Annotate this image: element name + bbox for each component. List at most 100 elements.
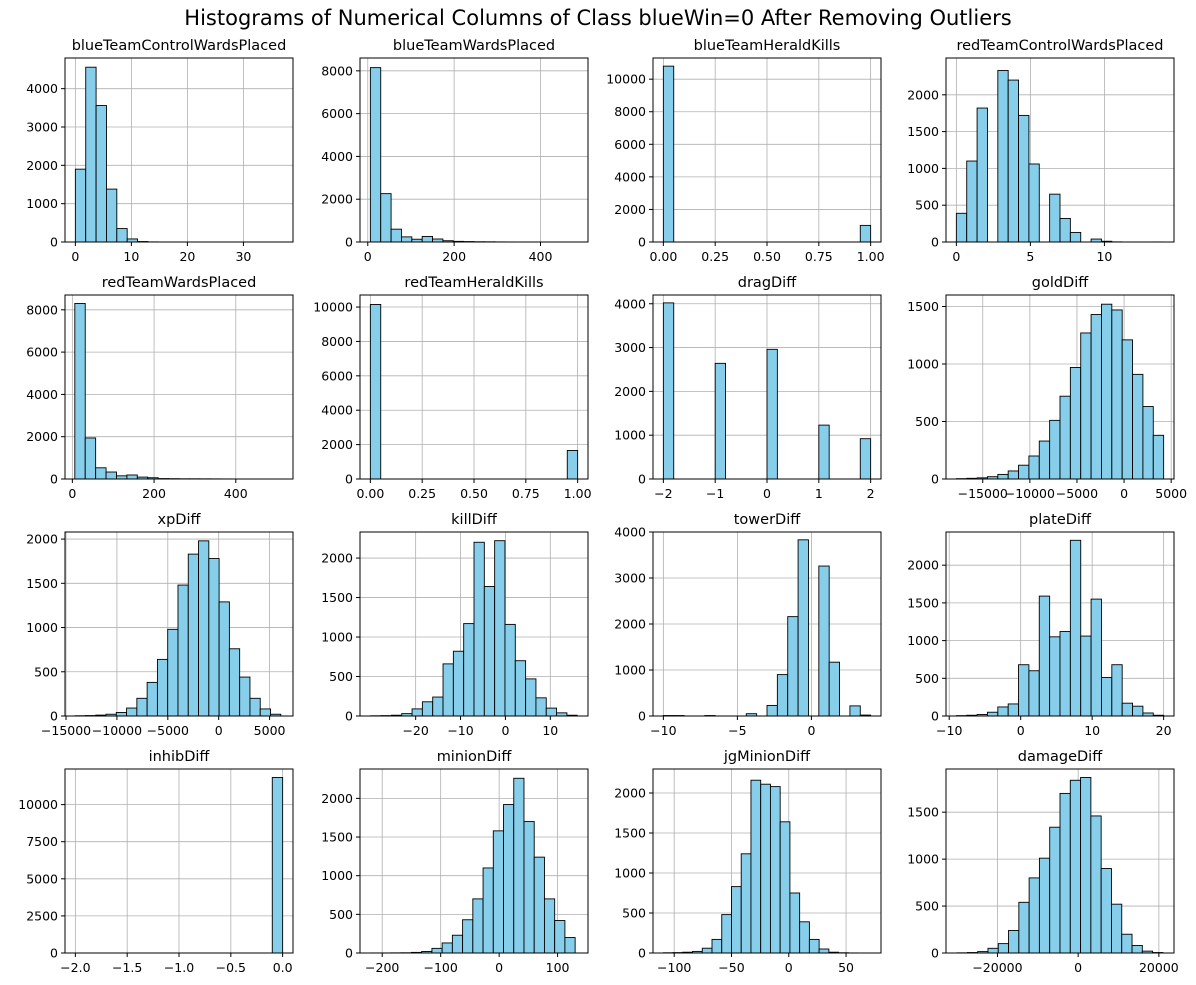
histogram-bar — [96, 468, 106, 479]
x-tick-label: −20000 — [972, 960, 1022, 975]
subplot-title: blueTeamControlWardsPlaced — [72, 38, 287, 54]
histogram-bar — [998, 474, 1008, 479]
y-tick-label: 1000 — [907, 852, 939, 867]
subplot-jgMinionDiff: jgMinionDiff−100 −50 0 500500100015002000 — [614, 749, 881, 975]
histogram-bar — [1091, 315, 1101, 479]
histogram-bar — [567, 450, 577, 479]
y-tick-label: 2000 — [614, 202, 646, 217]
histogram-bar — [741, 854, 751, 953]
x-tick-label: 2 — [867, 486, 875, 501]
histogram-bar — [1009, 930, 1019, 953]
histogram-bar — [798, 540, 808, 716]
x-tick-label: 10 — [1084, 723, 1100, 738]
histogram-bar — [75, 303, 85, 479]
x-tick-label: −10000 — [92, 723, 142, 738]
y-tick-label: 0 — [638, 946, 646, 961]
histogram-bar — [147, 682, 157, 716]
y-tick-label: 2000 — [321, 551, 353, 566]
y-tick-label: 500 — [34, 664, 58, 679]
histogram-bar — [127, 475, 137, 479]
subplot-dragDiff: dragDiff −2 −1 0 1 2 0 1000 2000 3000 4000 — [614, 275, 881, 501]
histogram-bar — [1050, 420, 1060, 479]
y-tick-label: 1000 — [26, 196, 58, 211]
y-tick-label: 1000 — [321, 868, 353, 883]
histogram-bar — [452, 935, 462, 953]
histogram-bar — [515, 661, 525, 716]
x-tick-label: −200 — [365, 960, 399, 975]
x-tick-label: −5 — [728, 723, 746, 738]
subplot-towerDiff: towerDiff−10 −5 001000200030004000 — [614, 512, 881, 738]
y-tick-label: 2000 — [614, 384, 646, 399]
histogram-bar — [240, 677, 250, 716]
histogram-bar — [1008, 704, 1018, 716]
histogram-bar — [474, 542, 484, 716]
histogram-bar — [272, 777, 282, 953]
x-tick-label: 0 — [495, 960, 503, 975]
y-tick-label: 2000 — [614, 786, 646, 801]
histogram-bar — [209, 559, 219, 716]
histogram-bar — [127, 708, 137, 716]
x-tick-label: 400 — [529, 249, 553, 264]
histogram-bar — [1153, 435, 1163, 479]
subplot-redTeamControlWardsPlaced: redTeamControlWardsPlaced 0 5 10 0 500 1000 150… — [907, 38, 1174, 264]
histogram-bar — [998, 944, 1008, 953]
histogram-bar — [504, 805, 514, 953]
histogram-bar — [391, 229, 401, 242]
subplot-title: plateDiff — [1029, 512, 1092, 528]
y-tick-label: 0 — [345, 235, 353, 250]
histogram-bar — [1081, 333, 1091, 479]
y-tick-label: 0 — [931, 709, 939, 724]
subplot-title: jgMinionDiff — [723, 749, 811, 765]
histogram-bar — [1143, 407, 1153, 479]
x-tick-label: 400 — [224, 486, 248, 501]
x-tick-label: 0 — [1120, 486, 1128, 501]
x-tick-label: −50 — [718, 960, 744, 975]
y-tick-label: 0 — [345, 472, 353, 487]
x-tick-label: −0.5 — [216, 960, 246, 975]
histogram-bar — [1060, 396, 1070, 479]
histogram-bar — [767, 705, 777, 716]
histogram-bar — [1039, 596, 1049, 716]
histogram-bar — [702, 948, 712, 953]
histogram-bar — [526, 679, 536, 716]
histogram-bar — [1060, 632, 1070, 716]
histogram-bar — [536, 698, 546, 716]
histogram-bar — [860, 225, 870, 242]
y-tick-label: 2000 — [614, 617, 646, 632]
x-tick-label: 20000 — [1139, 960, 1179, 975]
histogram-bar — [1070, 367, 1080, 479]
subplot-title: dragDiff — [738, 275, 797, 291]
histogram-bar — [788, 617, 798, 716]
histogram-bar — [1122, 703, 1132, 716]
y-tick-label: 1500 — [907, 124, 939, 139]
x-tick-label: 5000 — [1155, 486, 1187, 501]
histogram-bar — [1111, 904, 1121, 953]
y-tick-label: 2000 — [26, 158, 58, 173]
histogram-bar — [860, 439, 870, 479]
y-tick-label: 4000 — [614, 296, 646, 311]
histogram-bar — [1070, 540, 1080, 716]
subplot-title: towerDiff — [734, 512, 801, 528]
subplot-title: xpDiff — [158, 512, 202, 528]
y-tick-label: 2000 — [26, 532, 58, 547]
y-tick-label: 6000 — [614, 137, 646, 152]
histogram-bar — [484, 586, 494, 716]
histogram-bar — [464, 624, 474, 716]
histogram-bar — [1019, 902, 1029, 953]
histogram-bar — [443, 664, 453, 716]
y-tick-label: 7500 — [26, 834, 58, 849]
histogram-bar — [1019, 115, 1029, 242]
histogram-bar — [370, 68, 380, 242]
histogram-bar — [565, 938, 575, 953]
y-tick-label: 1500 — [907, 299, 939, 314]
histogram-bar — [473, 899, 483, 953]
y-tick-label: 0 — [638, 709, 646, 724]
histogram-bar — [780, 822, 790, 953]
subplot-killDiff: killDiff −20 −10 0 10 0 500 1000 1500 2000 — [321, 512, 588, 738]
histogram-bar — [1081, 636, 1091, 716]
histogram-bar — [956, 213, 966, 242]
x-tick-label: −1.0 — [164, 960, 194, 975]
y-tick-label: 0 — [50, 235, 58, 250]
histogram-bar — [229, 649, 239, 716]
histogram-bar — [715, 363, 725, 479]
